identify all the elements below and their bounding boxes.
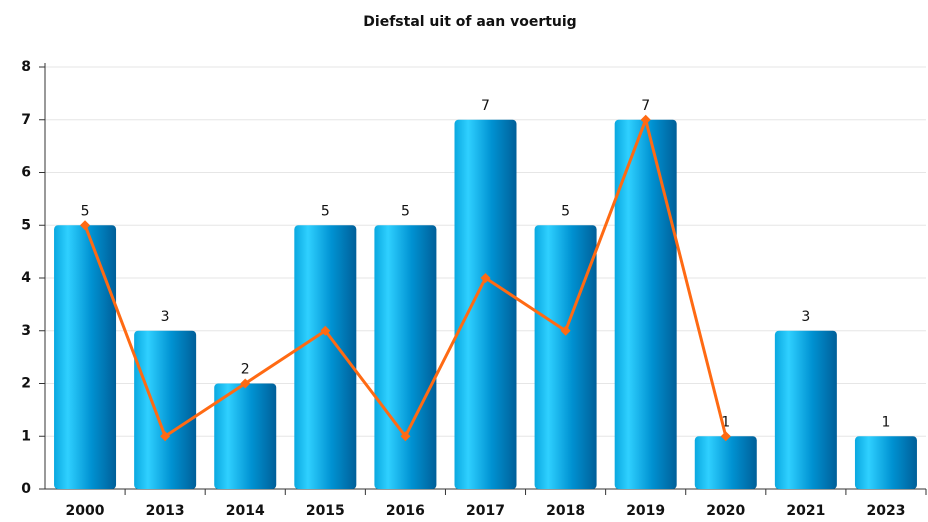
line-marker [80,220,91,231]
y-tick-label: 7 [21,112,31,128]
data-label: 2 [241,362,250,378]
data-label: 7 [641,98,650,114]
y-tick-label: 6 [21,165,31,181]
data-label: 7 [481,98,490,114]
bar [214,383,277,489]
y-tick-label: 4 [21,270,31,286]
x-tick-label: 2014 [226,503,265,519]
x-tick-label: 2019 [626,503,665,519]
data-label: 1 [721,414,730,430]
data-label: 3 [801,309,810,325]
bar [534,225,597,489]
chart-title: Diefstal uit of aan voertuig [363,14,576,30]
y-tick-label: 3 [21,323,31,339]
x-tick-label: 2018 [546,503,585,519]
x-tick-label: 2017 [466,503,505,519]
data-label: 5 [81,203,90,219]
line-marker [560,325,571,336]
data-label: 3 [161,309,170,325]
x-tick-label: 2021 [786,503,825,519]
data-label: 5 [401,203,410,219]
bar [854,436,917,489]
x-tick-label: 2016 [386,503,425,519]
line-marker [720,431,731,442]
line-marker [640,114,651,125]
bar [454,119,517,489]
bar [294,225,357,489]
data-label: 5 [321,203,330,219]
x-tick-label: 2020 [706,503,745,519]
line-marker [160,431,171,442]
bar [774,330,837,489]
bar [374,225,437,489]
data-label: 1 [881,414,890,430]
bar [694,436,757,489]
x-tick-label: 2015 [306,503,345,519]
bar [54,225,117,489]
data-label: 5 [561,203,570,219]
line-marker [400,431,411,442]
y-tick-label: 0 [21,481,31,497]
line-marker [480,273,491,283]
line-marker [320,325,331,336]
x-tick-label: 2000 [66,503,105,519]
bar [134,330,197,489]
y-tick-label: 2 [21,376,31,392]
x-tick-label: 2023 [866,503,905,519]
bar [614,119,677,489]
x-tick-label: 2013 [146,503,185,519]
y-tick-label: 5 [21,217,31,233]
line-marker [240,378,251,389]
y-tick-label: 8 [21,59,31,75]
y-tick-label: 1 [21,428,31,444]
